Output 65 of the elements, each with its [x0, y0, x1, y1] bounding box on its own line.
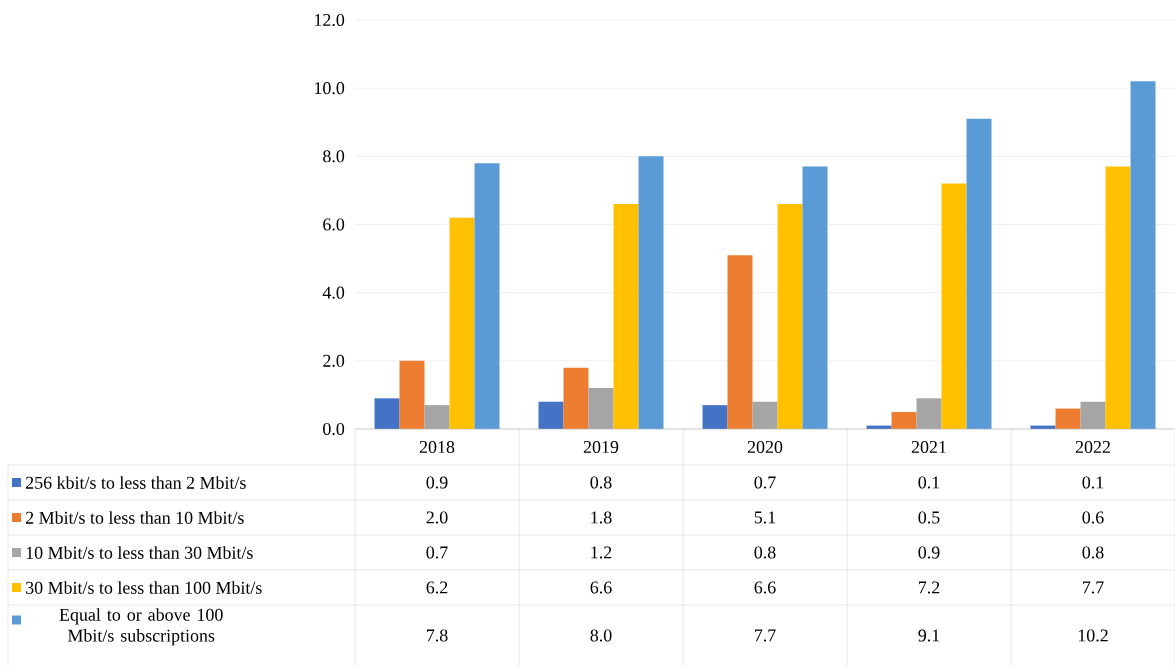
data-label: 8.0 [590, 629, 612, 642]
y-tick-label: 2.0 [323, 354, 345, 367]
x-tick-label: 2019 [583, 440, 619, 454]
data-label: 0.9 [918, 546, 940, 559]
data-label: 2.0 [426, 511, 448, 524]
x-tick-label: 2018 [419, 440, 455, 454]
data-label: 0.7 [426, 546, 448, 559]
data-label: 0.7 [754, 476, 776, 489]
x-tick-label: 2021 [911, 440, 946, 454]
y-tick-label: 0.0 [323, 422, 345, 436]
bar [474, 163, 500, 429]
data-label: 7.2 [918, 581, 940, 594]
bar [702, 405, 728, 429]
data-label: 10.2 [1078, 629, 1108, 642]
bar [891, 411, 917, 429]
data-label: 1.8 [591, 511, 612, 524]
y-tick-label: 10.0 [315, 82, 345, 95]
y-tick-label: 4.0 [322, 286, 345, 299]
data-label: 0.1 [918, 476, 940, 489]
bar [966, 118, 992, 429]
x-tick-label: 2022 [1075, 440, 1110, 454]
data-label: 6.6 [754, 581, 776, 594]
data-label: 0.8 [754, 546, 776, 559]
bar [613, 204, 639, 429]
data-label: 0.1 [1082, 476, 1104, 489]
bar [1080, 401, 1106, 429]
bar [802, 166, 828, 429]
data-label: 1.2 [591, 546, 612, 559]
data-label: 5.1 [754, 511, 776, 524]
legend-label: Equal to or above 100 Mbit/s subscriptions [59, 608, 223, 646]
bar [727, 255, 753, 429]
x-tick-label: 2020 [747, 440, 783, 454]
legend-label: 30 Mbit/s to less than 100 Mbit/s [26, 581, 262, 594]
bar [1105, 166, 1131, 429]
bar [449, 217, 475, 429]
data-label: 7.7 [754, 629, 776, 642]
legend-label: 256 kbit/s to less than 2 Mbit/s [25, 476, 246, 489]
bar [588, 388, 614, 429]
bar [424, 405, 450, 429]
data-label: 0.9 [426, 476, 448, 489]
bar [399, 360, 425, 429]
data-label: 7.8 [426, 629, 448, 642]
data-label: 0.5 [918, 511, 940, 524]
data-label: 7.7 [1082, 581, 1104, 594]
y-tick-label: 12.0 [315, 13, 345, 27]
bar [752, 401, 778, 429]
legend-label: 10 Mbit/s to less than 30 Mbit/s [26, 546, 253, 559]
bar [941, 183, 967, 429]
bar [1055, 408, 1081, 429]
data-label: 6.2 [426, 581, 448, 594]
data-label: 6.6 [590, 581, 612, 594]
data-label: 0.8 [1082, 546, 1104, 559]
data-label: 9.1 [918, 629, 940, 642]
legend-label: 2 Mbit/s to less than 10 Mbit/s [25, 511, 244, 524]
bar [374, 398, 400, 429]
bar [563, 367, 589, 429]
bar [1130, 81, 1156, 429]
bar [777, 204, 803, 429]
bar [638, 156, 664, 429]
y-tick-label: 6.0 [323, 218, 345, 231]
y-tick-label: 8.0 [323, 150, 345, 163]
data-label: 0.6 [1082, 511, 1104, 524]
data-label: 0.8 [590, 476, 612, 489]
bar [538, 401, 564, 429]
bar [916, 398, 942, 429]
